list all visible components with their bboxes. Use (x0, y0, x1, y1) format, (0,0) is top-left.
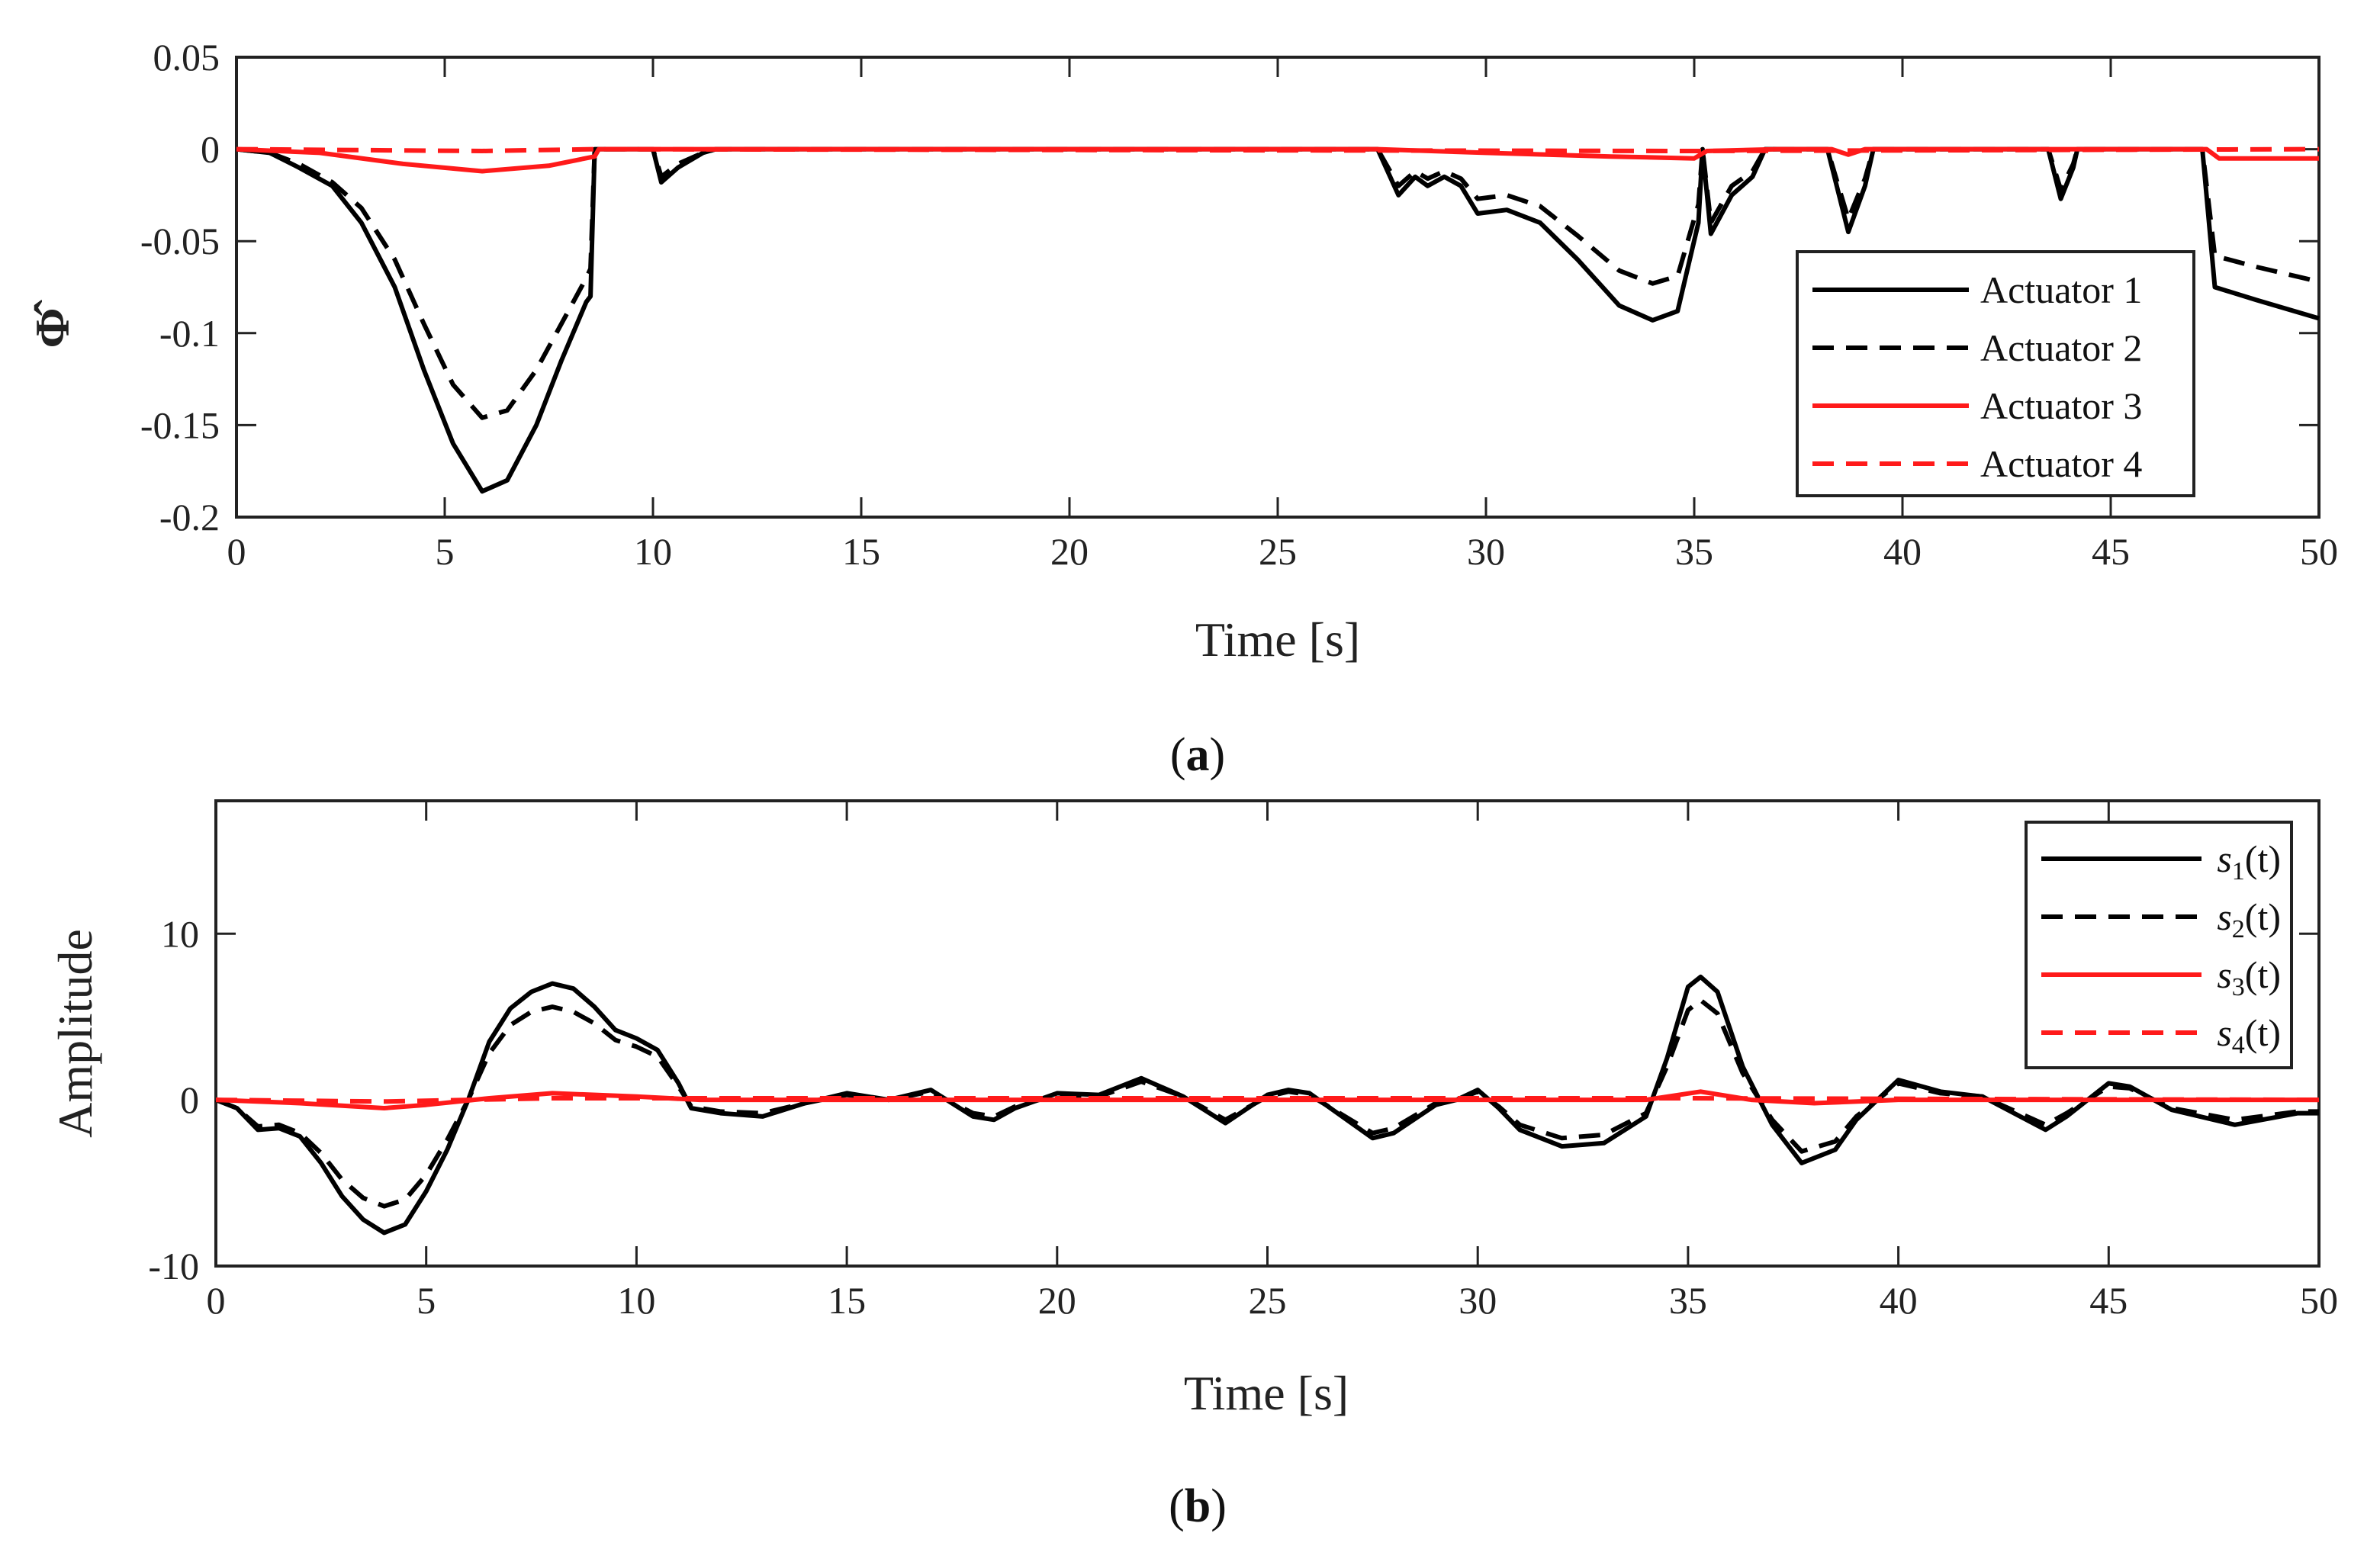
caption-a-letter: a (1186, 729, 1210, 781)
y-axis-label-a: Φ̂ (25, 299, 79, 348)
x-tick-label-b: 0 (207, 1279, 226, 1322)
y-tick-label-a: -0.2 (159, 496, 220, 538)
x-tick-label-b: 40 (1880, 1279, 1918, 1322)
x-tick-label-a: 30 (1467, 530, 1505, 573)
legend-label-base: s (2217, 895, 2231, 938)
series-group-b (214, 974, 2320, 1236)
x-axis-label-b: Time [s] (1184, 1366, 1349, 1420)
legend-label-subscript: 2 (2232, 915, 2245, 943)
x-tick-label-a: 15 (842, 530, 880, 573)
x-tick-label-a: 5 (436, 530, 455, 573)
y-tick-label-a: 0.05 (153, 36, 220, 79)
x-tick-label-b: 15 (828, 1279, 866, 1322)
x-tick-label-a: 40 (1883, 530, 1922, 573)
legend-label-subscript: 1 (2232, 857, 2245, 885)
legend-box-b (2025, 821, 2293, 1069)
series-line-b-4 (215, 1096, 2320, 1104)
y-tick-label-a: 0 (201, 128, 220, 171)
series-line-b-2 (214, 998, 2319, 1209)
legend-label-b-2: s2(t) (2217, 895, 2281, 943)
caption-b-letter: b (1185, 1480, 1211, 1532)
y-axis-label-b: Amplitude (48, 929, 102, 1138)
x-tick-label-a: 20 (1050, 530, 1089, 573)
x-tick-label-a: 0 (227, 530, 246, 573)
legend-label-tail: (t) (2245, 837, 2281, 880)
legend-label-b-3: s3(t) (2217, 953, 2281, 1001)
x-tick-label-a: 45 (2092, 530, 2130, 573)
plot-area-b (214, 799, 2320, 1268)
legend-label-tail: (t) (2245, 895, 2281, 938)
series-line-a-1 (236, 146, 2320, 494)
chart-panel-a: 0 5 10 15 20 25 30 35 40 45 50 -0.2 -0.15 -0.1 -0.05 0 0… (25, 36, 2338, 781)
x-tick-label-b: 10 (617, 1279, 655, 1322)
y-tick-label-a: -0.15 (140, 403, 220, 446)
x-tick-label-b: 5 (416, 1279, 436, 1322)
legend-label-subscript: 3 (2232, 973, 2245, 1001)
caption-a: (a) (1170, 729, 1225, 781)
legend-label-b-4: s4(t) (2217, 1011, 2281, 1059)
x-tick-label-a: 50 (2300, 530, 2338, 573)
caption-b: (b) (1169, 1480, 1227, 1532)
series-group-a (236, 146, 2320, 494)
y-tick-label-b: 10 (161, 912, 199, 955)
legend-label-subscript: 4 (2232, 1031, 2245, 1059)
legend-box-a (1796, 250, 2195, 497)
legend-label-base: s (2217, 837, 2231, 880)
axis-ticks-a: 0 5 10 15 20 25 30 35 40 45 50 -0.2 -0.15 -0.1 -0.05 0 0… (140, 36, 2338, 573)
x-tick-label-a: 25 (1259, 530, 1297, 573)
legend-label-tail: (t) (2245, 1011, 2281, 1054)
x-axis-label-a: Time [s] (1195, 612, 1360, 667)
x-tick-label-b: 25 (1249, 1279, 1287, 1322)
legend-label-base: s (2217, 1011, 2231, 1054)
legend-b: s1(t)s2(t)s3(t)s4(t) (2025, 821, 2293, 1069)
legend-label-b-1: s1(t) (2217, 837, 2281, 885)
x-tick-label-b: 50 (2300, 1279, 2338, 1322)
x-tick-label-a: 10 (634, 530, 672, 573)
legend-a: Actuator 1 Actuator 2 Actuator 3 Actuator 4 (1796, 250, 2195, 497)
legend-label-a-3: Actuator 3 (1980, 384, 2142, 427)
series-line-a-2 (236, 146, 2320, 420)
y-tick-label-b: -10 (148, 1245, 199, 1287)
legend-label-a-2: Actuator 2 (1980, 326, 2142, 369)
legend-label-base: s (2217, 953, 2231, 996)
series-line-b-1 (214, 974, 2319, 1236)
legend-label-tail: (t) (2245, 953, 2281, 996)
x-tick-label-b: 45 (2089, 1279, 2128, 1322)
x-tick-label-b: 35 (1669, 1279, 1707, 1322)
x-tick-label-b: 30 (1459, 1279, 1497, 1322)
x-tick-label-a: 35 (1675, 530, 1713, 573)
x-tick-label-b: 20 (1038, 1279, 1076, 1322)
y-tick-label-b: 0 (180, 1078, 199, 1121)
y-tick-label-a: -0.05 (140, 220, 220, 262)
legend-label-a-4: Actuator 4 (1980, 442, 2142, 485)
y-tick-label-a: -0.1 (159, 312, 220, 355)
legend-label-a-1: Actuator 1 (1980, 268, 2142, 311)
